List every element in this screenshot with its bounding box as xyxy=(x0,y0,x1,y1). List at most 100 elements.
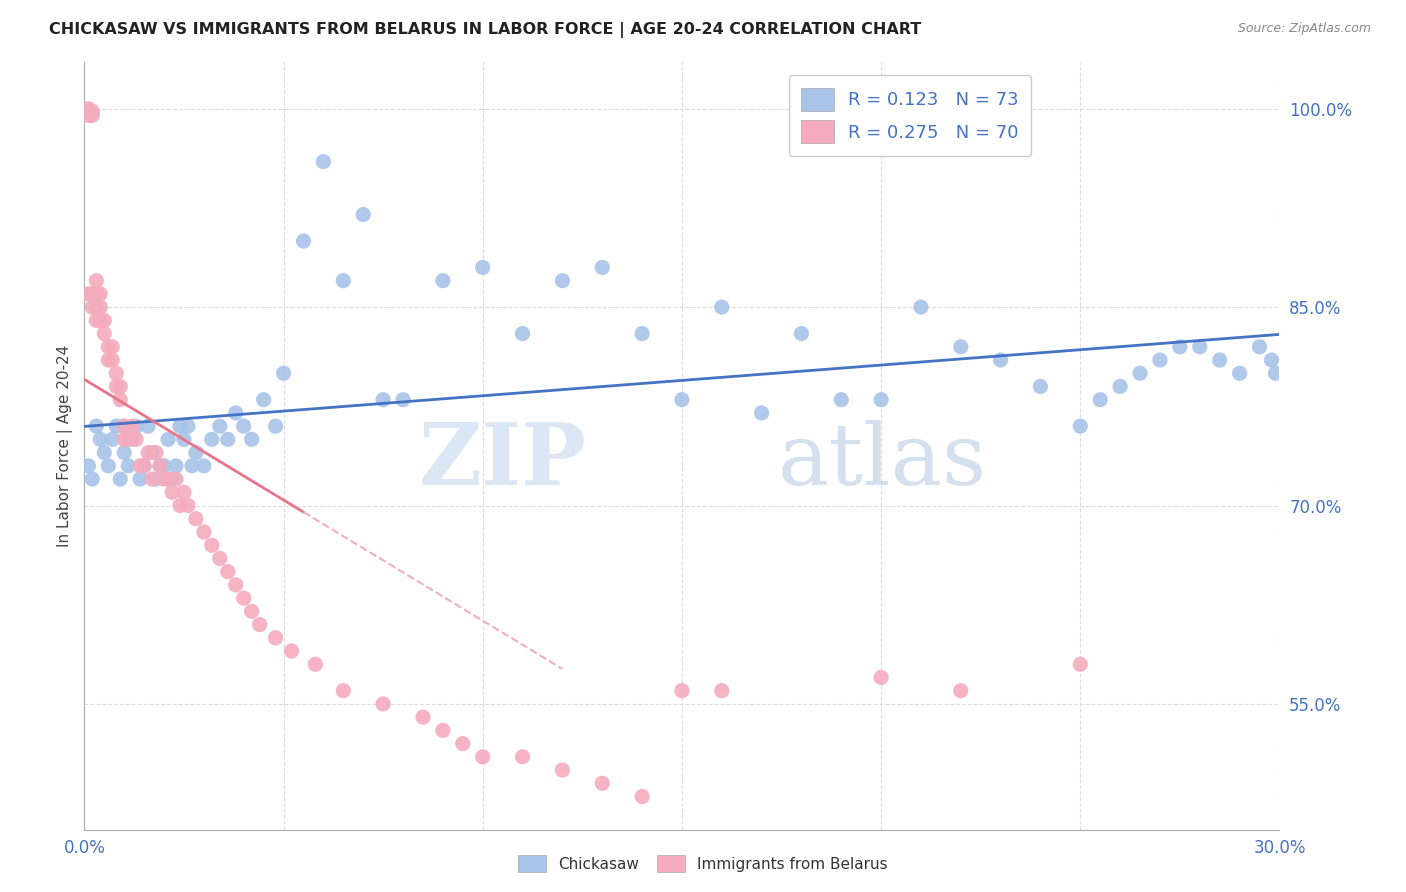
Point xyxy=(112,419,135,434)
Point xyxy=(432,723,454,738)
Point xyxy=(1090,392,1112,407)
Legend: R = 0.123   N = 73, R = 0.275   N = 70: R = 0.123 N = 73, R = 0.275 N = 70 xyxy=(789,75,1032,156)
Point xyxy=(512,326,534,341)
Point xyxy=(1029,379,1052,393)
Point xyxy=(110,392,132,407)
Point xyxy=(101,433,124,447)
Point xyxy=(136,445,159,459)
Text: Source: ZipAtlas.com: Source: ZipAtlas.com xyxy=(1237,22,1371,36)
Point xyxy=(471,260,494,275)
Point xyxy=(184,512,207,526)
Point xyxy=(193,458,215,473)
Point xyxy=(225,406,247,420)
Point xyxy=(208,419,231,434)
Point xyxy=(232,591,254,606)
Point xyxy=(157,433,180,447)
Point xyxy=(264,419,287,434)
Point xyxy=(132,458,156,473)
Point xyxy=(551,274,574,288)
Point xyxy=(631,789,654,804)
Point xyxy=(217,433,239,447)
Point xyxy=(165,458,187,473)
Point xyxy=(125,419,148,434)
Point xyxy=(273,366,295,380)
Point xyxy=(1149,353,1171,368)
Point xyxy=(910,300,932,314)
Point xyxy=(471,749,494,764)
Text: ZIP: ZIP xyxy=(419,419,586,503)
Point xyxy=(193,524,215,539)
Point xyxy=(451,737,474,751)
Point xyxy=(101,340,124,354)
Point xyxy=(82,286,104,301)
Point xyxy=(208,551,231,566)
Point xyxy=(82,104,104,119)
Point xyxy=(949,340,972,354)
Point xyxy=(412,710,434,724)
Point xyxy=(177,419,200,434)
Point xyxy=(551,763,574,777)
Point xyxy=(173,433,195,447)
Point xyxy=(129,458,152,473)
Point xyxy=(671,683,693,698)
Point xyxy=(312,154,335,169)
Text: CHICKASAW VS IMMIGRANTS FROM BELARUS IN LABOR FORCE | AGE 20-24 CORRELATION CHAR: CHICKASAW VS IMMIGRANTS FROM BELARUS IN … xyxy=(49,22,921,38)
Point xyxy=(201,538,224,552)
Point xyxy=(149,458,172,473)
Point xyxy=(110,379,132,393)
Point xyxy=(82,300,104,314)
Point xyxy=(253,392,276,407)
Point xyxy=(77,458,100,473)
Point xyxy=(86,313,108,327)
Point xyxy=(93,326,115,341)
Point xyxy=(77,102,100,116)
Point xyxy=(1249,340,1271,354)
Point xyxy=(1168,340,1191,354)
Point xyxy=(710,683,733,698)
Point xyxy=(117,433,139,447)
Point xyxy=(169,499,191,513)
Point xyxy=(790,326,813,341)
Point xyxy=(129,472,152,486)
Point xyxy=(136,419,159,434)
Point xyxy=(1209,353,1232,368)
Point xyxy=(332,683,354,698)
Point xyxy=(132,458,156,473)
Point xyxy=(101,353,124,368)
Point xyxy=(125,433,148,447)
Point xyxy=(631,326,654,341)
Point xyxy=(232,419,254,434)
Point xyxy=(77,108,100,122)
Point xyxy=(710,300,733,314)
Point xyxy=(77,104,100,119)
Point xyxy=(240,433,263,447)
Point xyxy=(280,644,302,658)
Point xyxy=(1109,379,1132,393)
Point xyxy=(86,274,108,288)
Point xyxy=(373,392,395,407)
Point xyxy=(181,458,204,473)
Point xyxy=(1260,353,1282,368)
Point xyxy=(1188,340,1211,354)
Point xyxy=(830,392,852,407)
Point xyxy=(121,419,143,434)
Point xyxy=(177,499,200,513)
Point xyxy=(160,472,183,486)
Point xyxy=(105,379,128,393)
Point xyxy=(184,445,207,459)
Point xyxy=(145,445,167,459)
Point xyxy=(949,683,972,698)
Point xyxy=(112,419,135,434)
Point xyxy=(117,458,139,473)
Point xyxy=(105,419,128,434)
Point xyxy=(264,631,287,645)
Point xyxy=(751,406,773,420)
Point xyxy=(591,776,613,790)
Point xyxy=(86,300,108,314)
Point xyxy=(169,419,191,434)
Point xyxy=(392,392,415,407)
Point xyxy=(373,697,395,711)
Point xyxy=(173,485,195,500)
Point xyxy=(591,260,613,275)
Point xyxy=(97,458,120,473)
